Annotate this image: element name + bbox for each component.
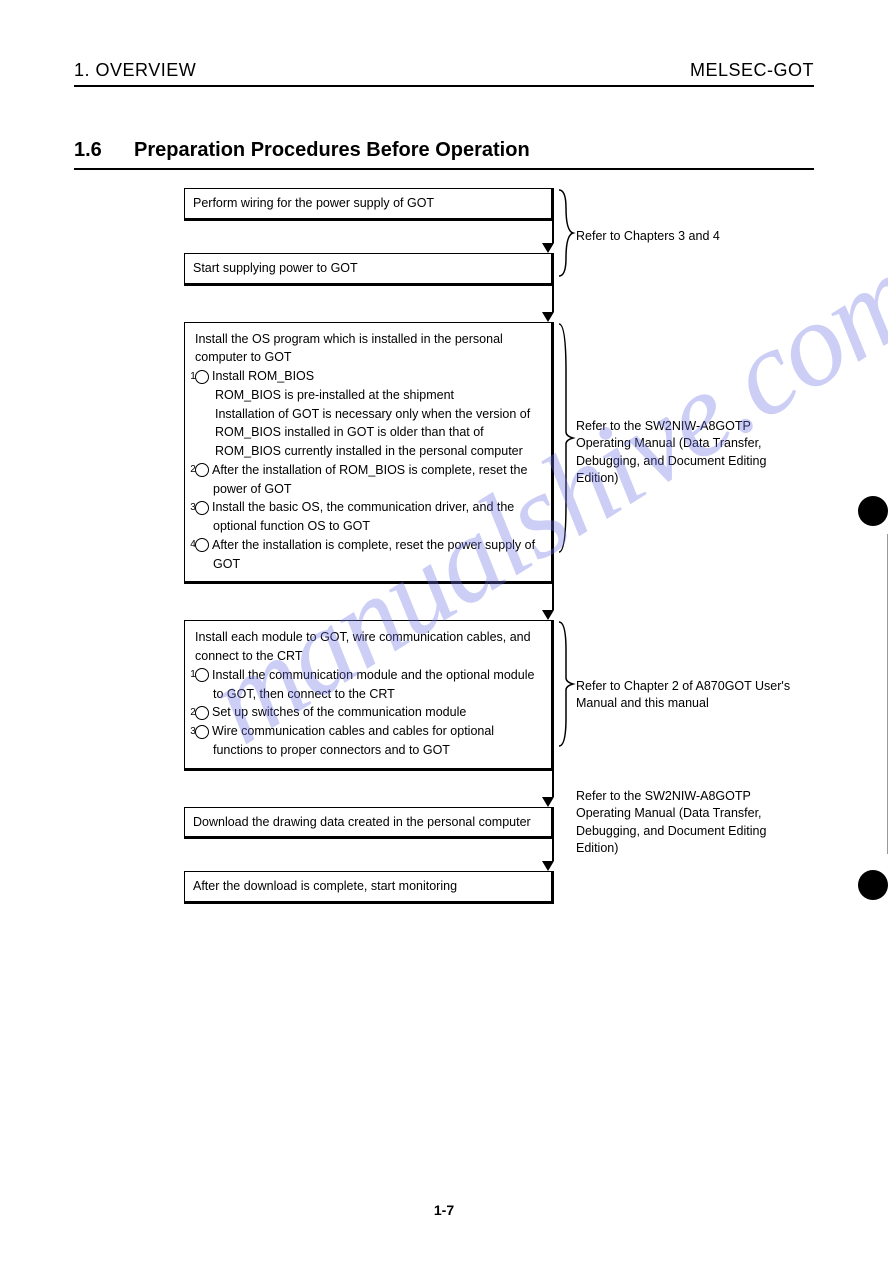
flow-step-4: Install each module to GOT, wire communi… (184, 620, 554, 770)
circled-4-icon: 4 (195, 538, 209, 552)
manual-page: 1. OVERVIEW MELSEC-GOT 1.6 Preparation P… (0, 0, 888, 904)
brace-icon (556, 620, 576, 748)
circled-2-icon: 2 (195, 463, 209, 477)
brace-icon (556, 322, 576, 554)
flow-group-2: Install the OS program which is installe… (184, 322, 804, 585)
circled-3b-icon: 3 (195, 725, 209, 739)
flow-note-3: Refer to Chapter 2 of A870GOT User's Man… (554, 620, 804, 770)
section-title: Preparation Procedures Before Operation (134, 139, 530, 162)
circled-2b-icon: 2 (195, 706, 209, 720)
header-product: MELSEC-GOT (690, 60, 814, 81)
flow-step-6: After the download is complete, start mo… (184, 871, 554, 904)
section-number: 1.6 (74, 139, 134, 162)
page-header: 1. OVERVIEW MELSEC-GOT (74, 60, 814, 87)
flow-note-2: Refer to the SW2NIW-A8GOTP Operating Man… (554, 322, 804, 585)
circled-1b-icon: 1 (195, 668, 209, 682)
flow-group-1: Perform wiring for the power supply of G… (184, 188, 804, 286)
flowchart: Perform wiring for the power supply of G… (184, 188, 804, 904)
flow-step-4-lead: Install each module to GOT, wire communi… (195, 628, 541, 666)
punch-hole-icon (858, 870, 888, 900)
circled-1-icon: 1 (195, 370, 209, 384)
flow-group-5: After the download is complete, start mo… (184, 871, 804, 904)
section-heading: 1.6 Preparation Procedures Before Operat… (74, 139, 814, 170)
flow-step-5: Download the drawing data created in the… (184, 807, 554, 840)
flow-step-2: Start supplying power to GOT (184, 253, 554, 286)
header-chapter: 1. OVERVIEW (74, 60, 196, 81)
flow-group-3: Install each module to GOT, wire communi… (184, 620, 804, 770)
flow-note-1: Refer to Chapters 3 and 4 (554, 188, 804, 286)
flow-step-1: Perform wiring for the power supply of G… (184, 188, 554, 221)
punch-hole-icon (858, 496, 888, 526)
flow-step-3-lead: Install the OS program which is installe… (195, 330, 541, 368)
brace-icon (556, 188, 576, 278)
circled-3-icon: 3 (195, 501, 209, 515)
flow-note-4: Refer to the SW2NIW-A8GOTP Operating Man… (554, 779, 804, 868)
page-number: 1-7 (0, 1202, 888, 1218)
flow-group-4: Download the drawing data created in the… (184, 807, 804, 840)
flow-step-3: Install the OS program which is installe… (184, 322, 554, 585)
